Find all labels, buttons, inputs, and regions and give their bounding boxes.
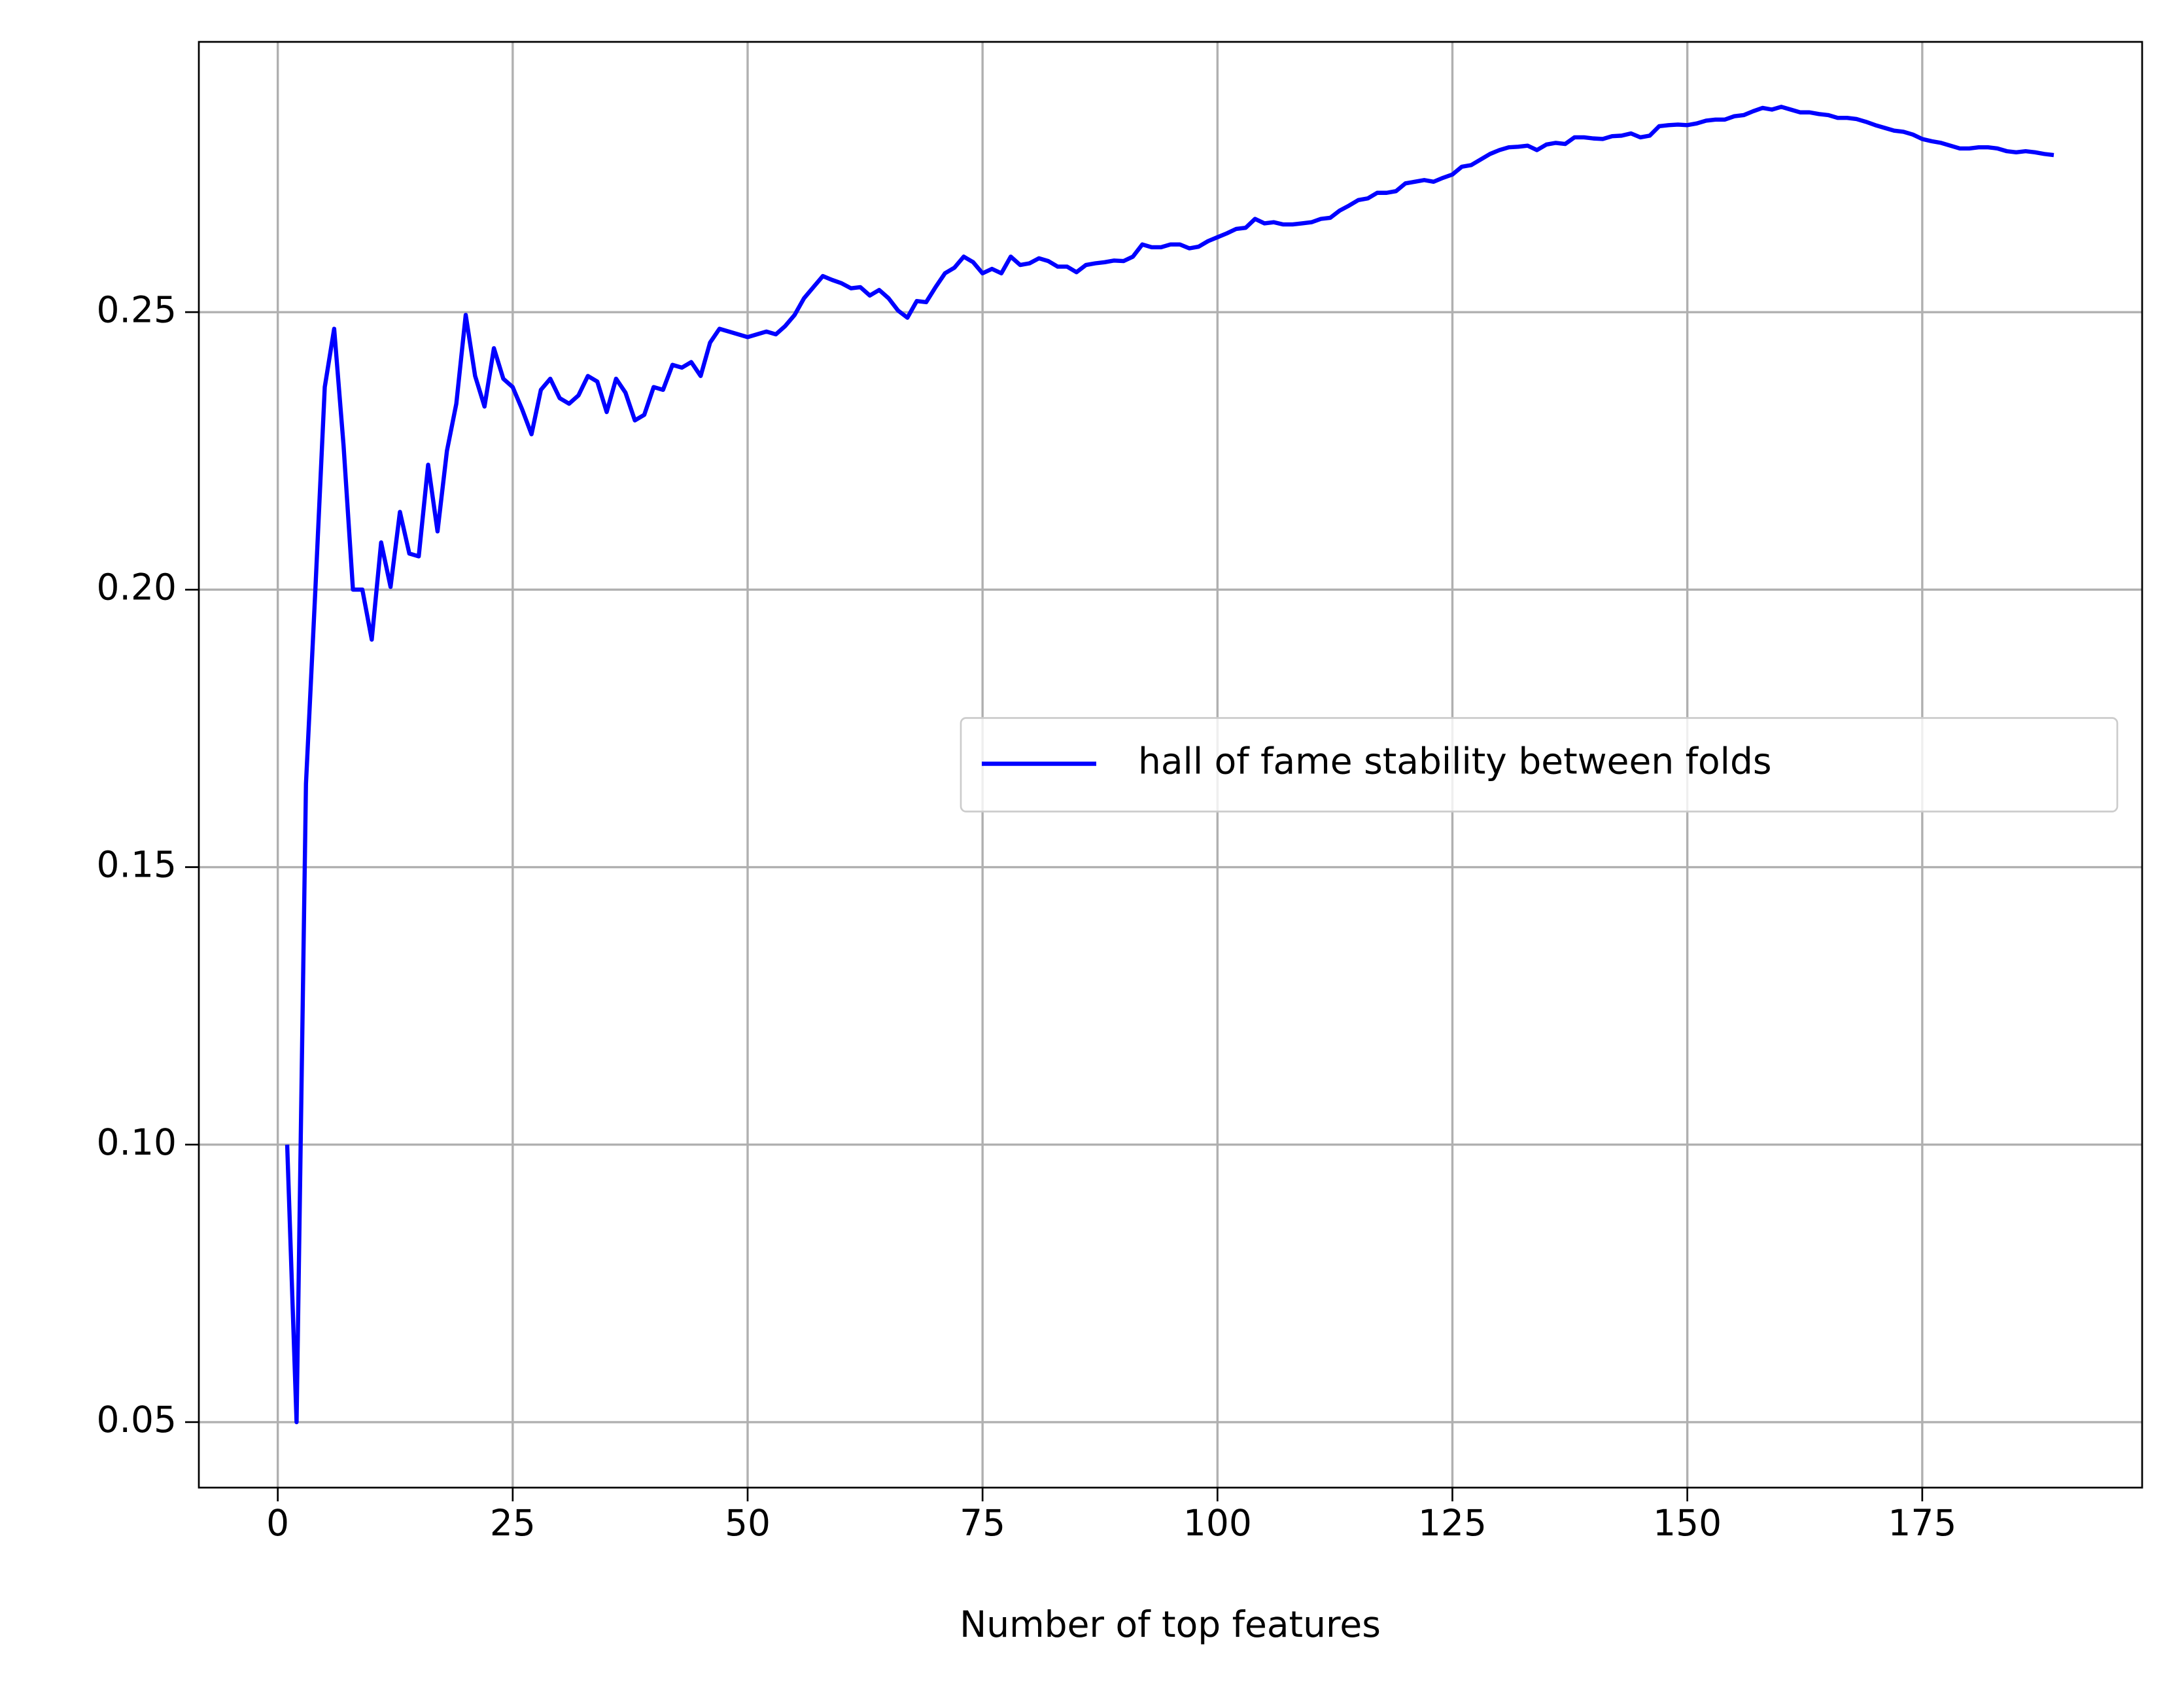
x-tick-label: 150 bbox=[1653, 1502, 1722, 1544]
plot-area bbox=[285, 105, 2054, 1425]
x-tick-label: 100 bbox=[1183, 1502, 1252, 1544]
x-axis-label: Number of top features bbox=[960, 1603, 1381, 1645]
y-tick-label: 0.05 bbox=[97, 1399, 177, 1441]
y-tick-label: 0.15 bbox=[97, 844, 177, 886]
y-tick-label: 0.20 bbox=[97, 566, 177, 608]
y-tick-label: 0.25 bbox=[97, 288, 177, 330]
legend-box bbox=[960, 717, 2119, 813]
x-tick-label: 175 bbox=[1888, 1502, 1956, 1544]
x-tick-label: 25 bbox=[490, 1502, 536, 1544]
x-tick-label: 50 bbox=[725, 1502, 771, 1544]
x-tick-label: 0 bbox=[266, 1502, 289, 1544]
x-tick-label: 75 bbox=[960, 1502, 1005, 1544]
legend-label: hall of fame stability between folds bbox=[1138, 741, 1772, 782]
axes-frame bbox=[198, 41, 2143, 1489]
data-line bbox=[285, 105, 2054, 1425]
x-tick-label: 125 bbox=[1418, 1502, 1487, 1544]
y-tick-label: 0.10 bbox=[97, 1121, 177, 1163]
